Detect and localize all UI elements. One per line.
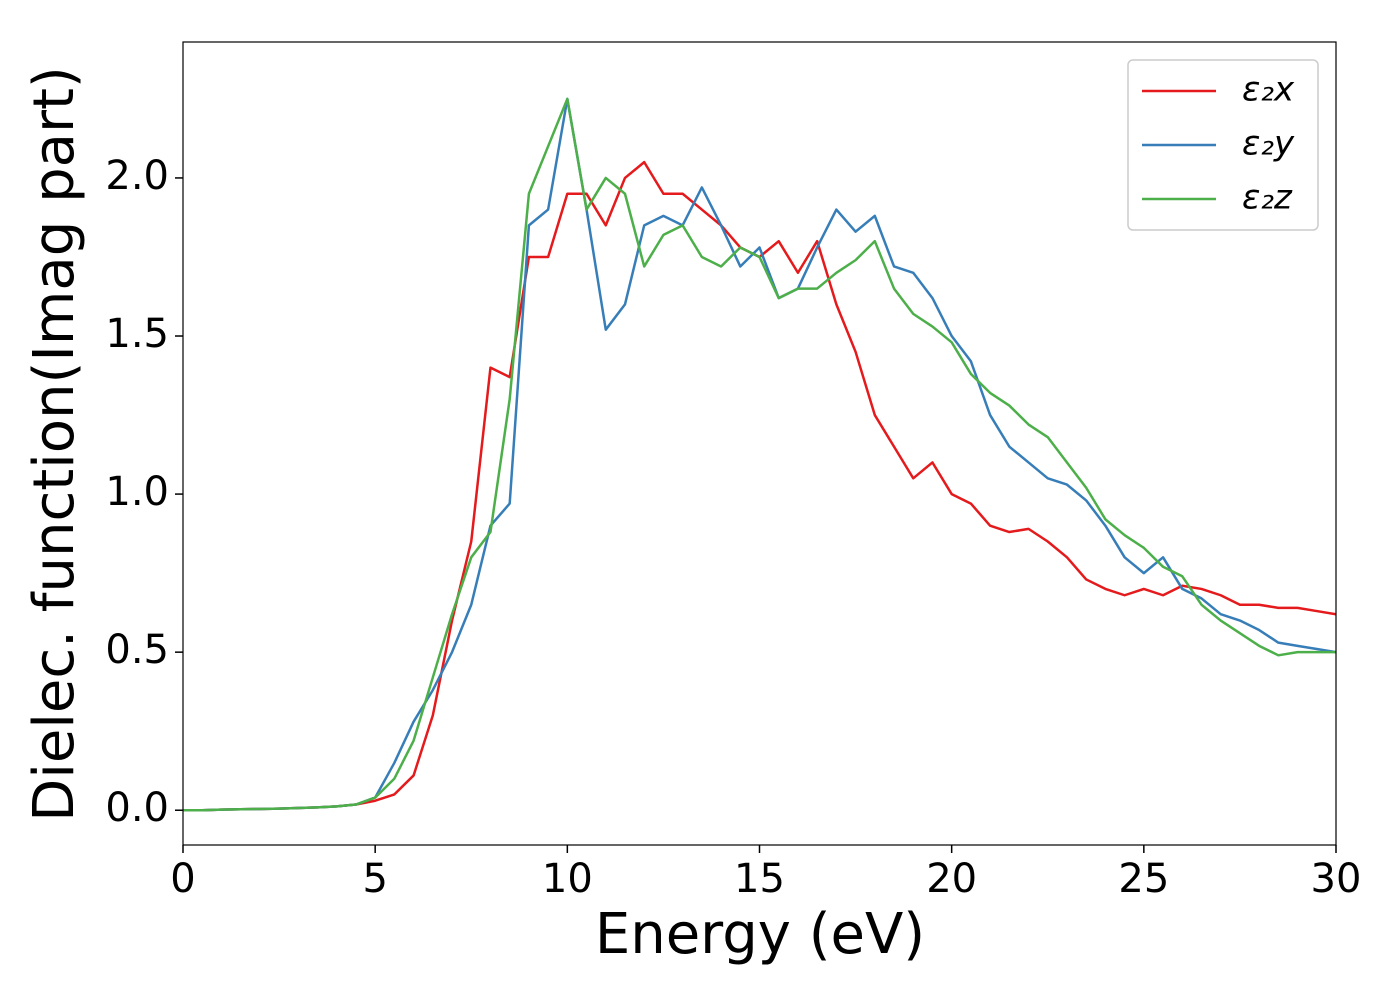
y-tick-label: 1.0	[105, 469, 169, 515]
x-tick-label: 15	[734, 856, 785, 902]
plot-frame	[182, 41, 1337, 846]
x-tick-label: 0	[170, 856, 195, 902]
y-tick-label: 0.0	[105, 785, 169, 831]
legend-label: ε₂x	[1242, 70, 1295, 110]
x-tick-label: 25	[1118, 856, 1169, 902]
x-tick-label: 20	[926, 856, 977, 902]
legend-box	[1127, 59, 1319, 231]
y-axis-label: Dielec. function(Imag part)	[22, 66, 87, 822]
legend-label: ε₂y	[1242, 124, 1295, 164]
y-tick-label: 2.0	[105, 153, 169, 199]
x-tick-label: 30	[1311, 856, 1362, 902]
x-tick-label: 10	[542, 856, 593, 902]
y-tick-label: 0.5	[105, 627, 169, 673]
data-line	[183, 97, 1336, 812]
x-axis-label: Energy (eV)	[595, 902, 925, 967]
y-tick-label: 1.5	[105, 311, 169, 357]
x-tick-label: 5	[362, 856, 387, 902]
legend-label: ε₂z	[1242, 178, 1293, 218]
